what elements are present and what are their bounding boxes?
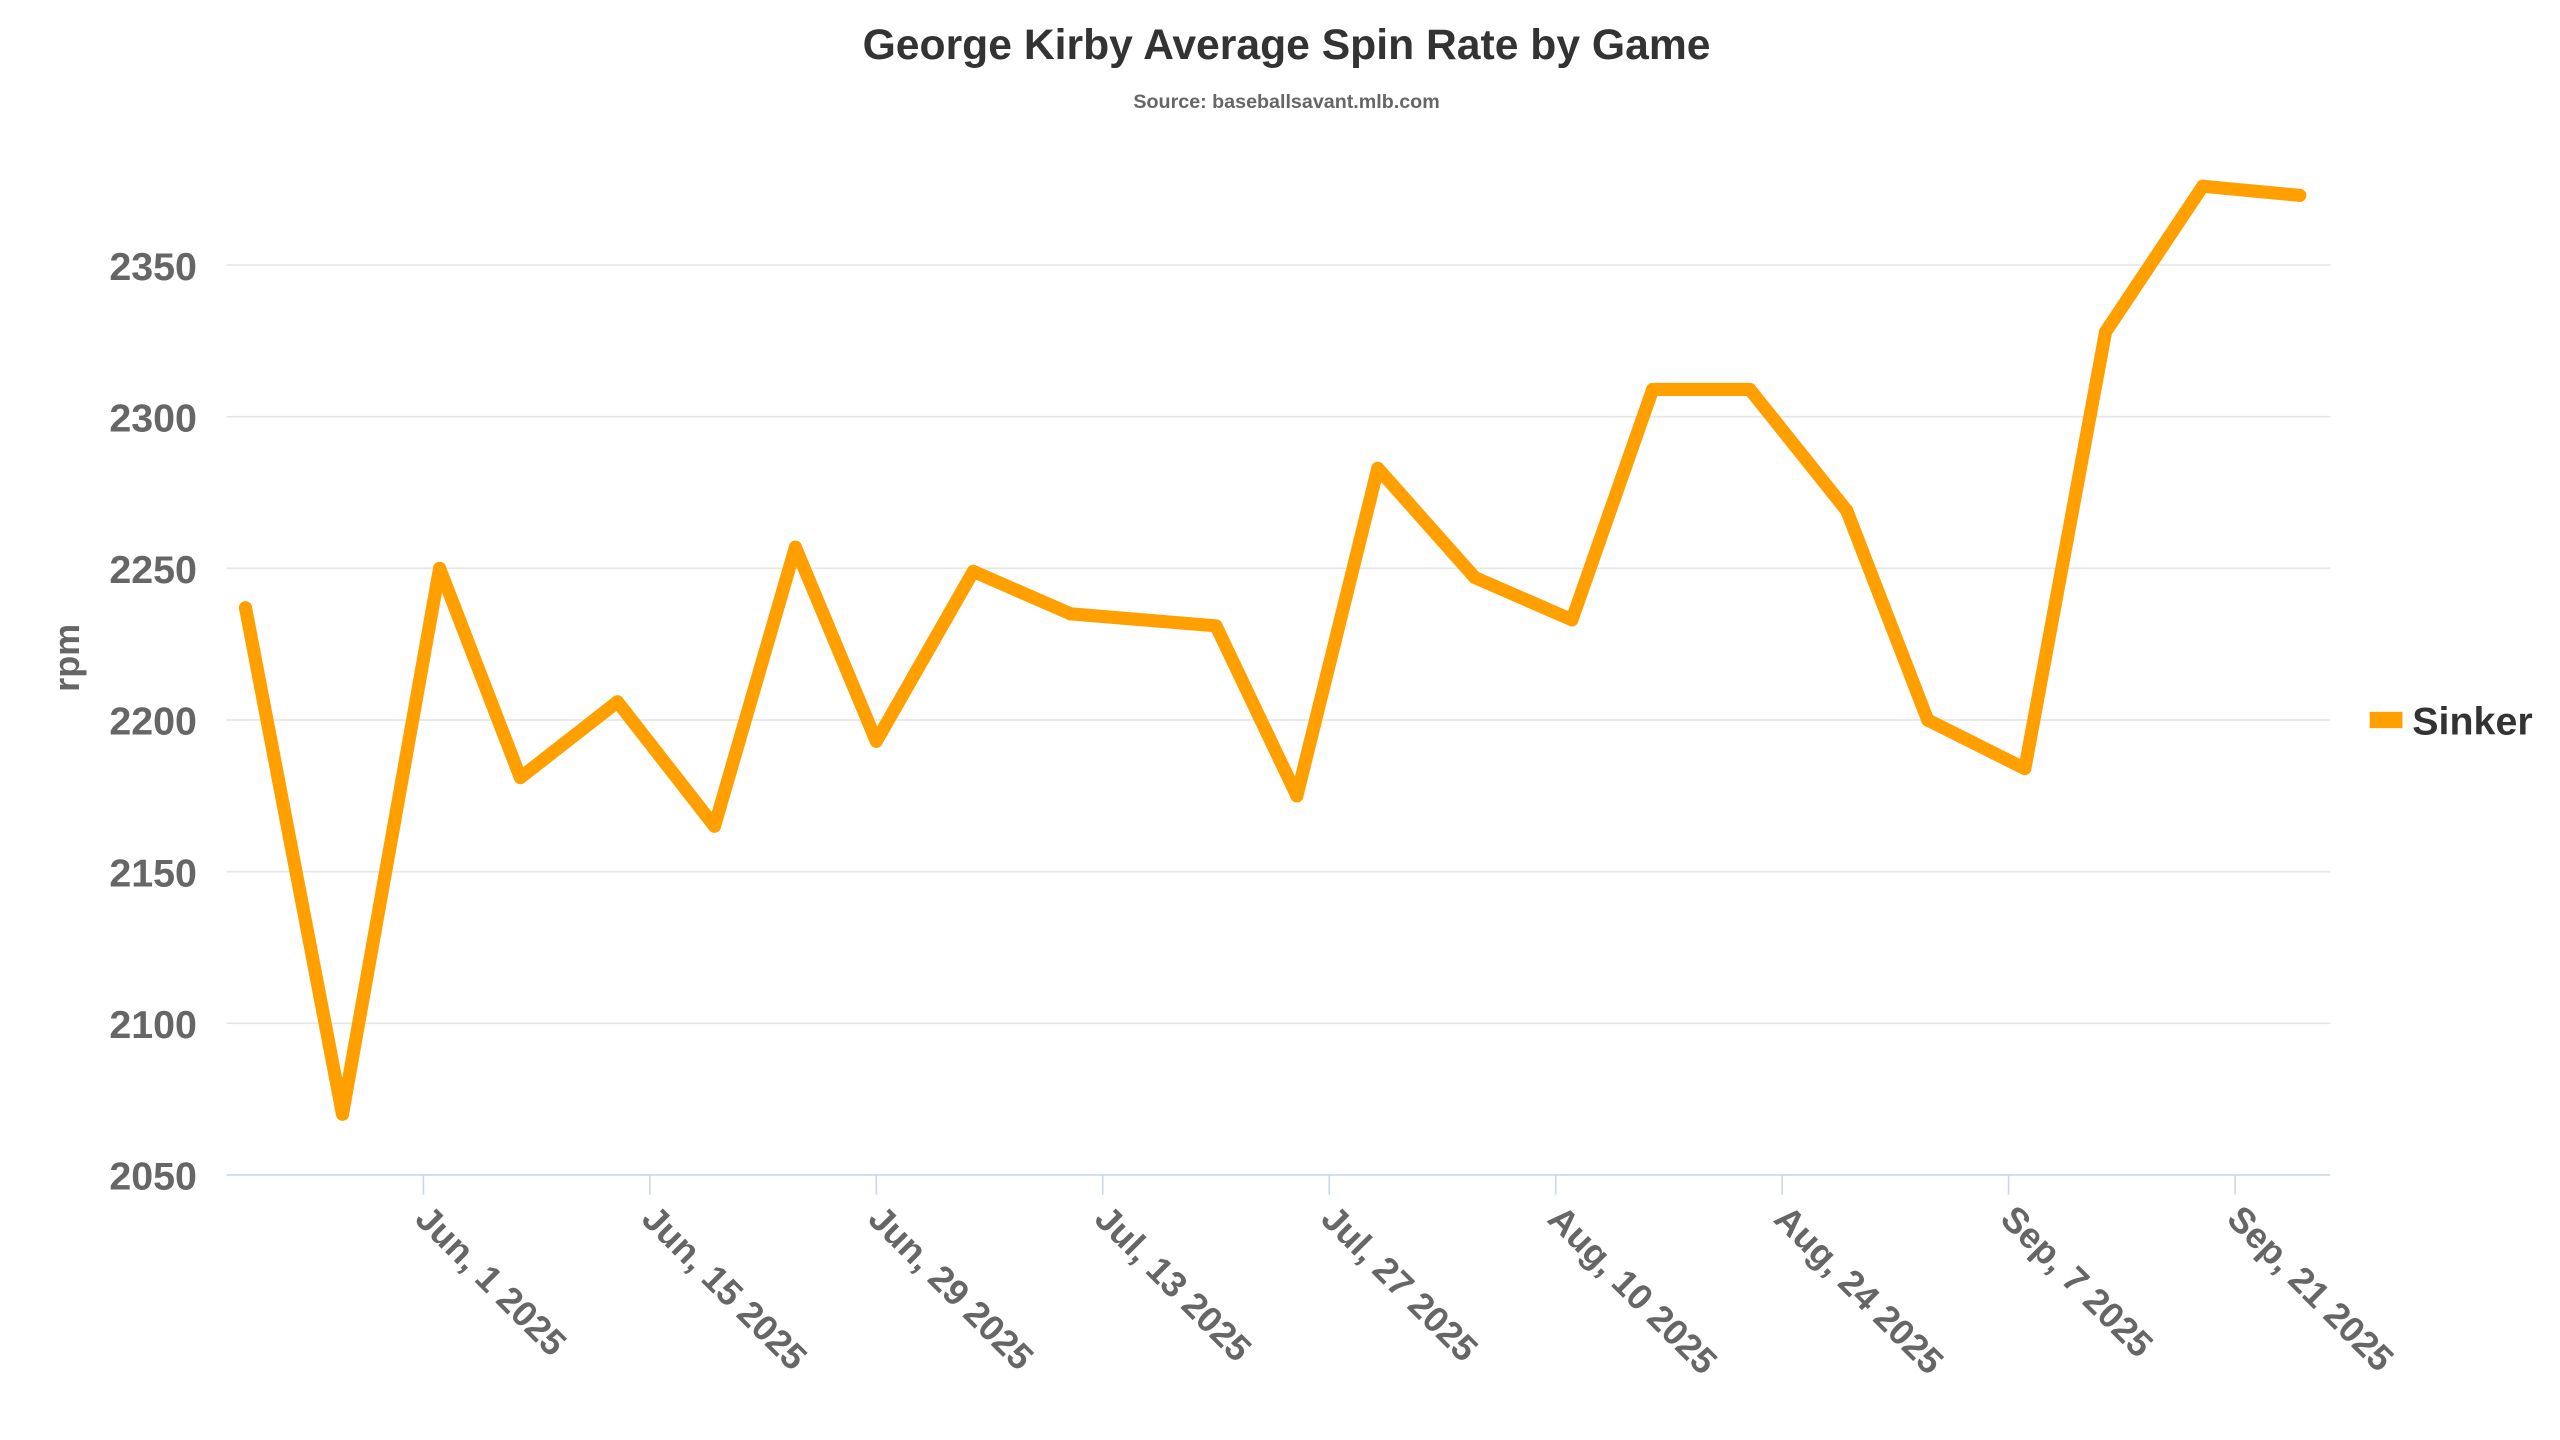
data-point — [966, 564, 980, 578]
data-point — [2196, 179, 2210, 193]
data-point — [1565, 613, 1579, 627]
x-tick-label: Jun, 1 2025 — [408, 1197, 575, 1363]
x-tick-label: Sep, 7 2025 — [1993, 1197, 2161, 1365]
data-point — [335, 1107, 350, 1121]
data-point — [610, 695, 625, 709]
data-point — [238, 601, 253, 615]
data-point — [513, 771, 528, 785]
y-tick-label: 2350 — [109, 245, 197, 289]
data-point — [1209, 619, 1223, 633]
x-tick-label: Jul, 13 2025 — [1087, 1197, 1259, 1369]
y-tick-label: 2150 — [109, 851, 197, 895]
y-tick-label: 2100 — [109, 1003, 197, 1047]
series-line-sinker — [238, 179, 2307, 1121]
x-tick-label: Jul, 27 2025 — [1314, 1197, 1486, 1369]
data-point — [1063, 607, 1077, 621]
x-tick-label: Aug, 24 2025 — [1767, 1197, 1952, 1382]
y-tick-label: 2050 — [109, 1155, 197, 1199]
data-point — [1646, 382, 1660, 396]
data-point — [788, 540, 802, 554]
data-point — [432, 561, 447, 575]
y-axis: 2050 2100 2150 2200 2250 2300 2350 — [109, 245, 197, 1199]
gridlines — [226, 264, 2331, 1025]
data-point — [1468, 570, 1482, 585]
legend[interactable]: Sinker — [2369, 700, 2533, 744]
x-axis: Jun, 1 2025 Jun, 15 2025 Jun, 29 2025 Jul, … — [226, 1174, 2402, 1382]
data-point — [869, 734, 883, 748]
x-tick-label: Jun, 15 2025 — [634, 1197, 815, 1377]
data-point — [707, 819, 722, 833]
series-layer — [238, 179, 2307, 1121]
y-tick-label: 2250 — [109, 548, 197, 592]
x-tick-label: Aug, 10 2025 — [1540, 1197, 1725, 1382]
legend-label-sinker[interactable]: Sinker — [2412, 700, 2532, 744]
data-point — [1921, 713, 1935, 727]
data-point — [1840, 504, 1854, 518]
data-point — [1371, 461, 1385, 475]
chart-subtitle: Source: baseballsavant.mlb.com — [1133, 91, 1439, 113]
y-tick-label: 2200 — [109, 700, 197, 744]
data-point — [1290, 789, 1304, 803]
data-point — [1743, 382, 1757, 396]
chart-title: George Kirby Average Spin Rate by Game — [863, 21, 1711, 69]
y-tick-label: 2300 — [109, 397, 197, 441]
data-point — [2099, 325, 2113, 339]
y-axis-label: rpm — [46, 624, 87, 692]
legend-swatch-sinker — [2369, 711, 2403, 729]
x-tick-label: Jun, 29 2025 — [861, 1197, 1042, 1377]
data-point — [2293, 188, 2307, 202]
x-tick-label: Sep, 21 2025 — [2220, 1197, 2402, 1379]
data-point — [2018, 761, 2032, 776]
